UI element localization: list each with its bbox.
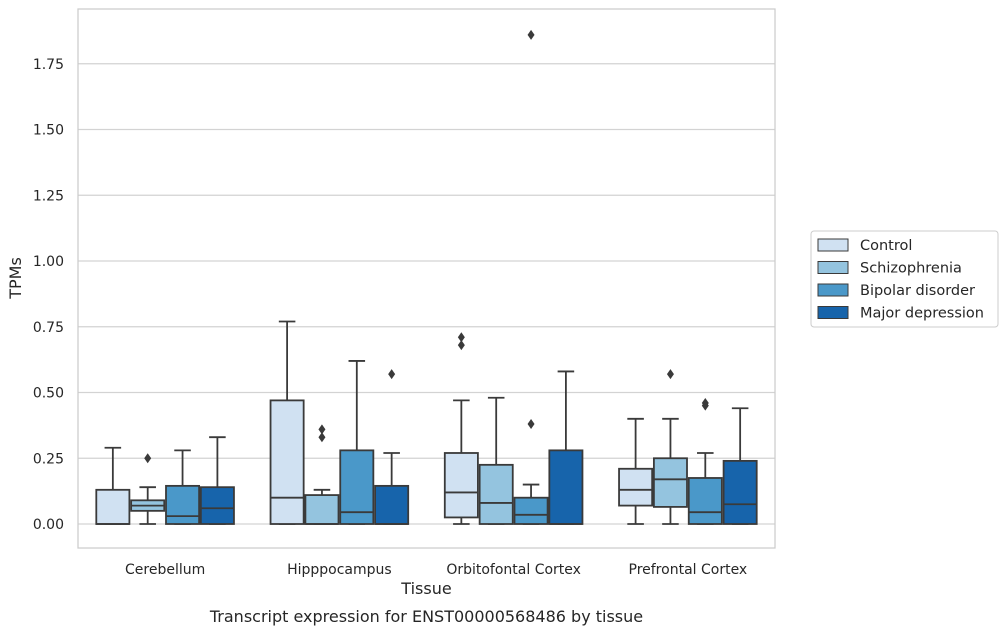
box-body [199, 486, 235, 525]
outlier-point [388, 369, 396, 380]
y-tick-label: 1.25 [33, 188, 64, 204]
box-body [618, 467, 654, 507]
box-body [165, 484, 201, 525]
outlier-point [701, 398, 709, 409]
box-body [443, 452, 479, 519]
box-3-0 [618, 417, 654, 525]
box-body [478, 463, 514, 525]
gridlines [78, 63, 775, 525]
box-0-3 [199, 436, 235, 525]
outlier-point [318, 432, 326, 443]
legend-label: Bipolar disorder [860, 283, 975, 299]
box-2-0 [443, 332, 479, 525]
boxes [95, 29, 758, 525]
box-1-0 [269, 320, 305, 525]
box-2-3 [548, 370, 584, 525]
y-tick-label: 1.00 [33, 254, 64, 270]
outlier-point [457, 332, 465, 343]
x-axis-ticks: Cerebellum Hipppocampus Orbitofontal Corte… [125, 562, 747, 578]
legend-frame [810, 230, 999, 328]
y-tick-label: 0.75 [33, 320, 64, 336]
box-0-0 [95, 446, 131, 525]
outlier-point [666, 369, 674, 380]
box-3-2 [687, 398, 723, 525]
y-tick-label: 1.50 [33, 123, 64, 139]
box-body [687, 477, 723, 525]
box-3-1 [652, 369, 688, 525]
box-body [722, 459, 758, 525]
legend-label: Control [860, 238, 912, 254]
y-tick-label: 0.25 [33, 451, 64, 467]
outlier-point [527, 29, 535, 40]
y-axis-label: TPMs [6, 257, 25, 300]
y-tick-label: 0.00 [33, 517, 64, 533]
box-3-3 [722, 407, 758, 525]
x-tick-label: Orbitofontal Cortex [446, 562, 581, 578]
box-0-1 [130, 453, 166, 525]
x-tick-label: Cerebellum [125, 562, 205, 578]
box-body [652, 457, 688, 508]
legend-label: Major depression [860, 306, 984, 322]
box-body [95, 488, 131, 525]
legend-swatch [817, 238, 849, 252]
box-1-2 [339, 360, 375, 525]
box-1-3 [374, 369, 410, 525]
outlier-point [457, 340, 465, 351]
box-0-2 [165, 449, 201, 525]
legend-swatch [817, 283, 849, 297]
box-body [374, 484, 410, 525]
legend-swatch [817, 261, 849, 274]
y-tick-label: 0.50 [33, 386, 64, 402]
box-1-1 [304, 424, 340, 525]
box-2-1 [478, 396, 514, 525]
box-2-2 [513, 29, 549, 525]
plot-area-frame [77, 8, 776, 549]
box-body [548, 449, 584, 525]
x-axis-label: Tissue [400, 579, 451, 598]
legend: Control Schizophrenia Bipolar disorder Majo… [810, 230, 999, 328]
box-body [269, 399, 305, 525]
legend-swatch [817, 306, 849, 319]
outlier-point [527, 419, 535, 430]
outlier-point [144, 453, 152, 464]
x-tick-label: Prefrontal Cortex [629, 562, 748, 578]
x-tick-label: Hipppocampus [287, 562, 392, 578]
y-tick-label: 1.75 [33, 57, 64, 73]
chart-caption: Transcript expression for ENST0000056848… [209, 607, 643, 626]
y-axis-ticks: 0.00 0.25 0.50 0.75 1.00 1.25 1.50 1.75 [33, 57, 64, 533]
box-body [513, 496, 549, 525]
legend-label: Schizophrenia [860, 261, 962, 277]
outlier-point [318, 424, 326, 435]
box-body [304, 494, 340, 525]
